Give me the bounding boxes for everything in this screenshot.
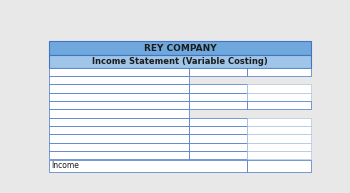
FancyBboxPatch shape: [49, 126, 189, 134]
FancyBboxPatch shape: [189, 68, 247, 76]
FancyBboxPatch shape: [49, 142, 189, 151]
Text: REY COMPANY: REY COMPANY: [144, 44, 216, 52]
FancyBboxPatch shape: [49, 101, 189, 109]
FancyBboxPatch shape: [247, 126, 311, 134]
FancyBboxPatch shape: [189, 126, 247, 134]
FancyBboxPatch shape: [189, 142, 247, 151]
FancyBboxPatch shape: [189, 101, 247, 109]
FancyBboxPatch shape: [189, 93, 247, 101]
FancyBboxPatch shape: [247, 160, 311, 172]
FancyBboxPatch shape: [247, 134, 311, 142]
FancyBboxPatch shape: [247, 101, 311, 109]
FancyBboxPatch shape: [49, 41, 311, 55]
FancyBboxPatch shape: [247, 84, 311, 93]
FancyBboxPatch shape: [49, 76, 189, 84]
FancyBboxPatch shape: [247, 142, 311, 151]
FancyBboxPatch shape: [247, 68, 311, 76]
FancyBboxPatch shape: [49, 151, 189, 159]
FancyBboxPatch shape: [49, 55, 311, 68]
FancyBboxPatch shape: [189, 151, 247, 159]
Text: Income: Income: [51, 161, 79, 170]
FancyBboxPatch shape: [189, 84, 247, 93]
FancyBboxPatch shape: [49, 93, 189, 101]
FancyBboxPatch shape: [49, 118, 189, 126]
FancyBboxPatch shape: [49, 160, 247, 172]
FancyBboxPatch shape: [49, 109, 189, 118]
FancyBboxPatch shape: [49, 84, 189, 93]
FancyBboxPatch shape: [247, 151, 311, 159]
FancyBboxPatch shape: [247, 118, 311, 126]
FancyBboxPatch shape: [189, 118, 247, 126]
FancyBboxPatch shape: [49, 68, 189, 76]
FancyBboxPatch shape: [189, 134, 247, 142]
Text: Income Statement (Variable Costing): Income Statement (Variable Costing): [92, 57, 268, 66]
FancyBboxPatch shape: [49, 134, 189, 142]
FancyBboxPatch shape: [247, 93, 311, 101]
